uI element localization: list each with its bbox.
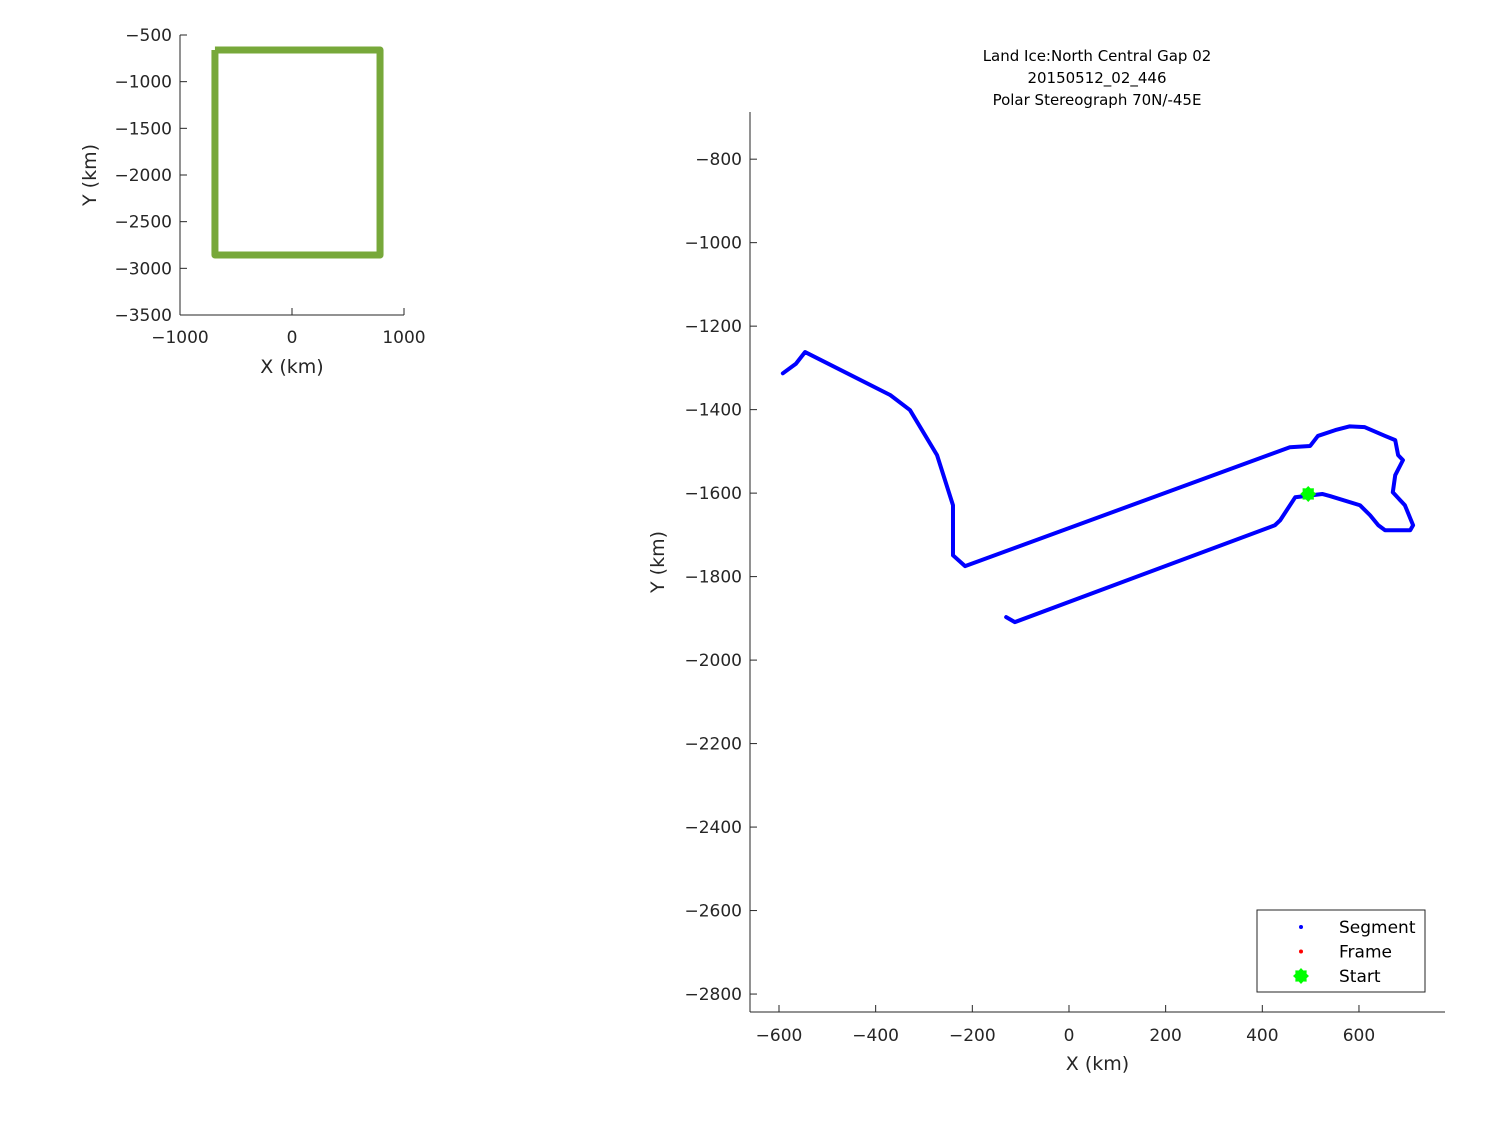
y-tick-label: −2800 <box>684 985 742 1005</box>
y-tick-label: −1000 <box>114 73 172 93</box>
y-tick-label: −3500 <box>114 306 172 326</box>
x-tick-label: −600 <box>756 1026 803 1046</box>
y-tick-label: −3000 <box>114 259 172 279</box>
x-tick-label: 1000 <box>382 328 425 348</box>
x-axis-label: X (km) <box>260 356 323 378</box>
legend-label: Start <box>1339 967 1381 987</box>
y-tick-label: −1800 <box>684 568 742 588</box>
x-tick-label: 400 <box>1246 1026 1278 1046</box>
x-tick-label: 200 <box>1149 1026 1181 1046</box>
y-tick-label: −1400 <box>684 401 742 421</box>
legend: Segment Frame Start <box>1256 909 1426 993</box>
y-tick-label: −500 <box>125 26 172 46</box>
y-axis-label: Y (km) <box>79 144 101 207</box>
overview-axes: −1000 0 1000 −500 −1000 −1500 −2000 −2500 −3000 −… <box>79 26 426 378</box>
start-marker <box>1300 485 1317 502</box>
legend-label: Frame <box>1339 943 1392 963</box>
y-tick-label: −2400 <box>684 818 742 838</box>
segment-line <box>780 350 1416 625</box>
y-tick-label: −1600 <box>684 484 742 504</box>
legend-label: Segment <box>1339 918 1416 938</box>
y-tick-label: −2500 <box>114 213 172 233</box>
x-tick-label: 0 <box>1064 1026 1075 1046</box>
y-tick-label: −1200 <box>684 317 742 337</box>
chart-title-line: Land Ice:North Central Gap 02 <box>983 47 1212 65</box>
x-tick-label: −200 <box>949 1026 996 1046</box>
chart-title-line: 20150512_02_446 <box>1027 69 1166 88</box>
x-tick-label: −400 <box>852 1026 899 1046</box>
y-tick-label: −800 <box>695 150 742 170</box>
chart-title-line: Polar Stereograph 70N/-45E <box>993 91 1202 109</box>
y-tick-label: −2000 <box>684 651 742 671</box>
y-tick-label: −2600 <box>684 902 742 922</box>
legend-marker-segment <box>1299 925 1303 929</box>
x-tick-label: 600 <box>1343 1026 1375 1046</box>
legend-marker-frame <box>1299 949 1303 954</box>
legend-box <box>1256 909 1426 993</box>
x-tick-label: 0 <box>287 328 298 348</box>
legend-marker-start <box>1293 968 1309 984</box>
x-tick-label: −1000 <box>151 328 209 348</box>
y-tick-label: −1000 <box>684 234 742 254</box>
x-axis-label: X (km) <box>1066 1053 1129 1075</box>
main-axes: −600 −400 −200 0 200 400 600−800−1000−1200−140… <box>647 47 1445 1075</box>
y-tick-label: −1500 <box>114 119 172 139</box>
y-tick-label: −2200 <box>684 735 742 755</box>
overview-region-line <box>211 46 384 259</box>
y-tick-label: −2000 <box>114 166 172 186</box>
y-axis-label: Y (km) <box>647 531 669 594</box>
